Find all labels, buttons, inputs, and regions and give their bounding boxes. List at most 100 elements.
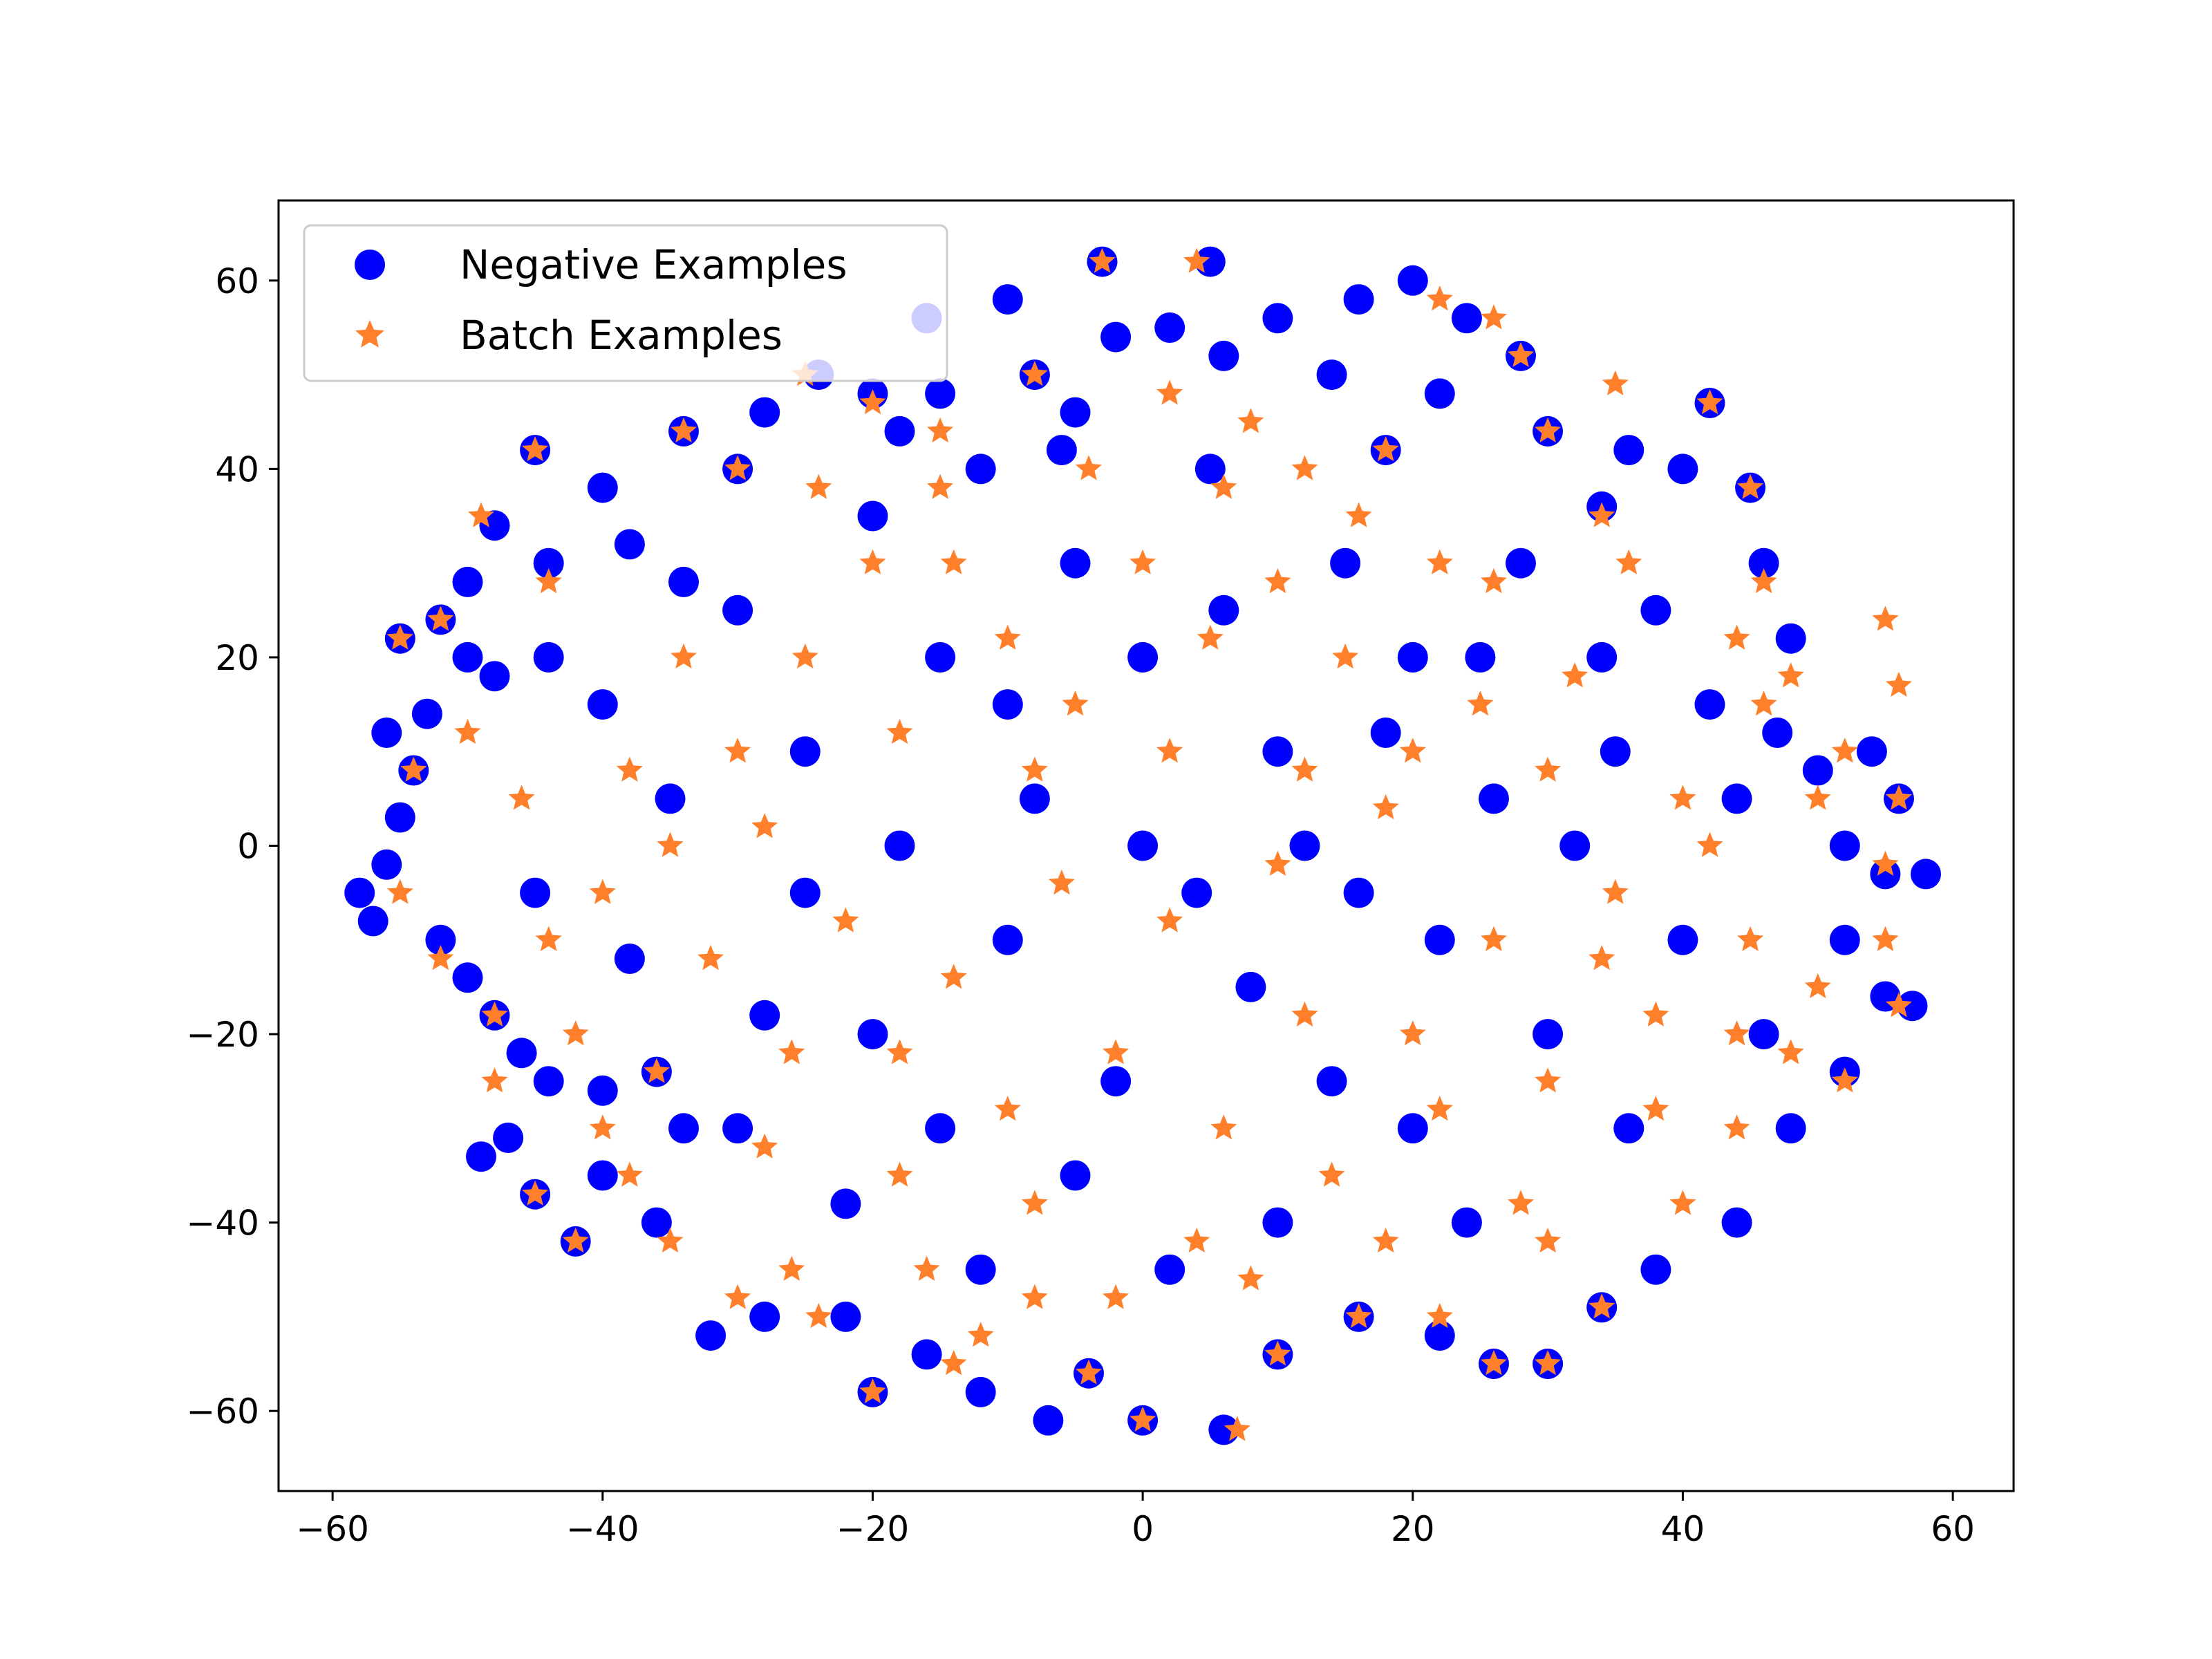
negative-example-point xyxy=(1748,547,1779,579)
legend-marker-negative xyxy=(355,250,385,280)
negative-example-point xyxy=(1194,453,1226,485)
negative-example-point xyxy=(668,1113,699,1144)
negative-example-point xyxy=(1262,736,1293,767)
negative-example-point xyxy=(357,906,388,937)
batch-example-point xyxy=(1183,1227,1210,1253)
batch-example-point xyxy=(616,756,643,782)
x-tick-label: 60 xyxy=(1931,1509,1975,1549)
negative-example-point xyxy=(1100,1066,1132,1097)
batch-example-point xyxy=(927,417,954,443)
negative-example-point xyxy=(1667,924,1698,955)
negative-example-point xyxy=(857,1019,888,1050)
negative-example-point xyxy=(992,924,1023,955)
batch-example-point xyxy=(1750,568,1777,594)
batch-example-point xyxy=(1642,1096,1669,1121)
batch-example-point xyxy=(751,1133,778,1159)
negative-example-point xyxy=(533,1066,564,1097)
batch-example-point xyxy=(1615,549,1642,574)
batch-example-point xyxy=(1872,926,1899,951)
negative-example-point xyxy=(925,378,956,409)
x-tick-label: −60 xyxy=(296,1509,369,1549)
negative-example-point xyxy=(722,594,753,626)
batch-example-point xyxy=(913,1255,940,1281)
batch-example-point xyxy=(589,879,616,904)
batch-example-point xyxy=(1426,285,1453,311)
batch-example-point xyxy=(1089,247,1116,273)
batch-example-point xyxy=(1885,992,1912,1018)
x-tick-label: 40 xyxy=(1661,1509,1705,1549)
negative-example-point xyxy=(992,284,1023,315)
batch-example-point xyxy=(522,436,549,462)
batch-example-point xyxy=(1723,624,1750,650)
batch-example-point xyxy=(886,1161,913,1187)
batch-example-point xyxy=(1535,1227,1562,1253)
batch-example-point xyxy=(1750,691,1777,716)
batch-example-point xyxy=(724,1284,751,1309)
batch-example-point xyxy=(386,879,413,904)
legend: Negative Examples Batch Examples xyxy=(303,224,948,382)
negative-example-point xyxy=(1019,783,1050,814)
negative-example-point xyxy=(587,1075,618,1106)
batch-example-point xyxy=(1291,1001,1318,1027)
y-tick-label: 40 xyxy=(215,449,259,489)
negative-example-point xyxy=(533,641,564,673)
y-tick-label: 20 xyxy=(215,638,259,678)
negative-example-point xyxy=(1640,594,1671,626)
negative-example-point xyxy=(830,1188,861,1219)
negative-example-point xyxy=(1559,830,1591,861)
x-tick-label: −20 xyxy=(836,1509,910,1549)
negative-example-point xyxy=(452,641,483,673)
batch-example-point xyxy=(1021,1284,1048,1309)
negative-example-point xyxy=(1262,1207,1293,1238)
negative-example-point xyxy=(411,698,442,729)
batch-example-point xyxy=(1535,1350,1562,1376)
negative-example-point xyxy=(344,877,375,908)
batch-example-point xyxy=(1723,1020,1750,1046)
batch-example-point xyxy=(1345,1302,1372,1329)
batch-example-point xyxy=(859,549,886,574)
batch-example-point xyxy=(535,926,562,951)
negative-example-point xyxy=(1667,453,1698,485)
batch-example-point xyxy=(508,785,535,810)
batch-example-point xyxy=(1777,1039,1804,1065)
batch-example-point xyxy=(427,945,454,971)
legend-label-batch: Batch Examples xyxy=(460,312,782,359)
y-tick-label: −20 xyxy=(186,1015,259,1055)
batch-example-point xyxy=(1237,408,1264,433)
batch-example-point xyxy=(1481,304,1507,330)
batch-example-point xyxy=(1062,691,1089,716)
batch-example-point xyxy=(1291,455,1318,480)
negative-example-point xyxy=(1060,397,1091,428)
negative-example-point xyxy=(479,661,510,692)
batch-example-point xyxy=(724,455,751,480)
negative-example-point xyxy=(1465,641,1496,673)
negative-example-point xyxy=(1397,265,1428,296)
batch-example-point xyxy=(859,389,886,415)
batch-example-point xyxy=(1156,379,1183,405)
batch-examples-series xyxy=(386,247,1912,1441)
negative-example-point xyxy=(1100,321,1132,353)
batch-example-point xyxy=(1804,785,1831,810)
negative-example-point xyxy=(1451,303,1482,334)
negative-example-point xyxy=(1181,877,1212,908)
batch-example-point xyxy=(697,945,724,971)
batch-example-point xyxy=(940,549,967,574)
negative-example-point xyxy=(1330,547,1361,579)
batch-example-point xyxy=(616,1161,643,1187)
batch-example-point xyxy=(1183,247,1210,273)
negative-example-point xyxy=(668,566,699,597)
negative-example-point xyxy=(614,944,645,974)
batch-example-point xyxy=(562,1227,589,1253)
negative-example-point xyxy=(1208,340,1239,371)
negative-example-point xyxy=(466,1141,496,1172)
batch-example-point xyxy=(481,1067,508,1093)
negative-example-point xyxy=(1208,594,1239,626)
negative-example-point xyxy=(493,1123,524,1153)
batch-example-point xyxy=(778,1039,805,1065)
batch-example-point xyxy=(1602,370,1629,395)
negative-example-point xyxy=(1802,755,1833,786)
batch-example-point xyxy=(1103,1039,1130,1065)
batch-example-point xyxy=(886,1039,913,1065)
batch-example-point xyxy=(454,719,481,744)
negative-example-point xyxy=(1829,924,1860,955)
